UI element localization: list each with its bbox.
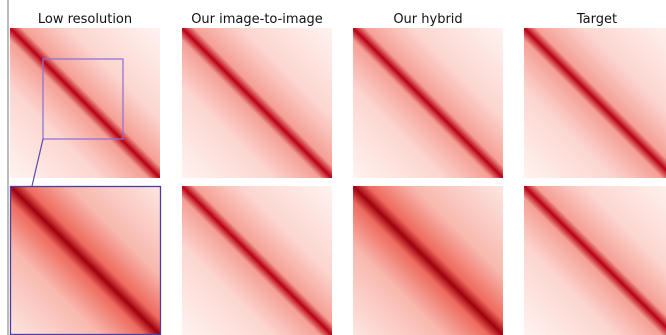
heatmap [10,28,160,178]
heatmap-zoom [182,186,332,335]
heatmap-zoom [524,186,666,335]
heatmap [524,28,666,178]
column-title: Target [576,12,617,27]
page: {"figure": {"columns": ["Low resolution"… [0,0,666,335]
column-title: Our hybrid [393,12,462,27]
heatmap [353,28,503,178]
figure: Low resolution Our image-to-image Our hy… [0,0,666,335]
heatmap-zoom [353,186,503,335]
column-title: Low resolution [38,12,132,27]
column-title: Our image-to-image [191,12,323,27]
heatmap-zoom [10,186,160,335]
heatmap [182,28,332,178]
